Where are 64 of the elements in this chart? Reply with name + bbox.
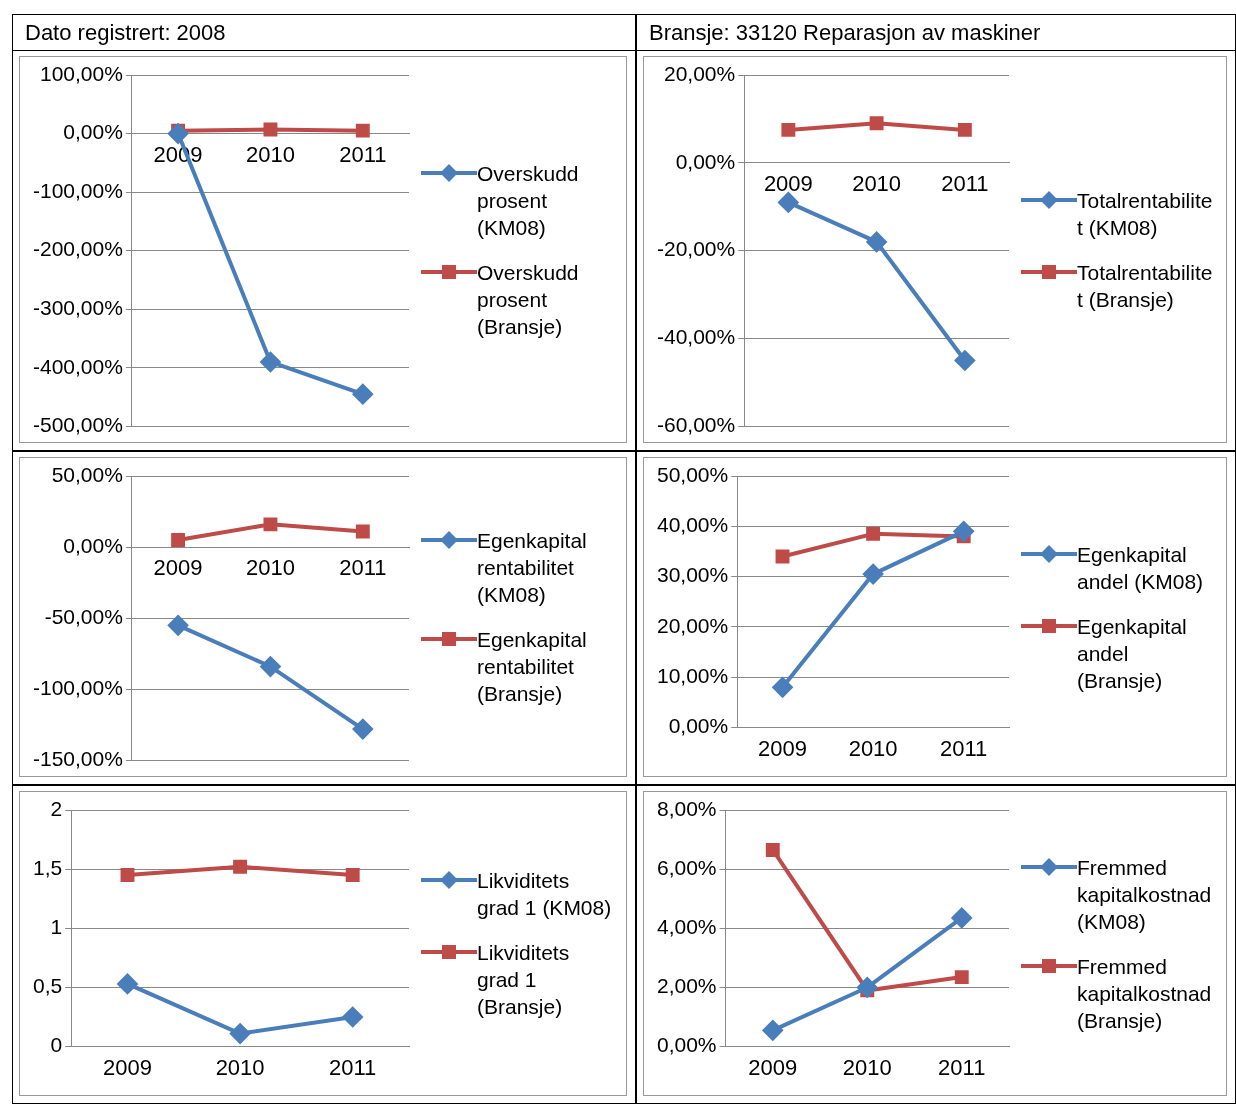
y-tick-label: 10,00% xyxy=(656,664,729,688)
legend-label: Egenkapital andel (KM08) xyxy=(1077,541,1205,595)
y-tick-label: -400,00% xyxy=(32,354,123,378)
legend-label: Egenkapital rentabilitet (KM08) xyxy=(477,528,588,608)
legend-label: Egenkapital rentabilitet (Bransje) xyxy=(477,627,588,707)
y-tick-label: 0,00% xyxy=(668,714,729,738)
y-tick-label: 100,00% xyxy=(39,61,123,85)
y-tick-label: 0 xyxy=(50,1033,63,1057)
y-tick-label: 30,00% xyxy=(656,563,729,587)
x-tick-label: 2009 xyxy=(763,171,813,197)
y-tick-label: 0,00% xyxy=(657,1033,717,1057)
y-tick-label: -60,00% xyxy=(657,413,736,437)
y-tick-label: 1,5 xyxy=(32,855,63,879)
x-tick-label: 2011 xyxy=(329,1054,377,1080)
chart-title: Bransje: 33120 Reparasjon av maskiner xyxy=(637,15,1235,51)
x-tick-label: 2010 xyxy=(842,1054,892,1080)
y-tick-label: -200,00% xyxy=(32,237,123,261)
x-tick-label: 2009 xyxy=(748,1054,798,1080)
y-tick-label: 0,5 xyxy=(32,974,63,998)
y-tick-label: 20,00% xyxy=(656,613,729,637)
x-tick-label: 2011 xyxy=(941,171,989,197)
legend-label: Overskudd prosent (Bransje) xyxy=(477,259,580,340)
x-tick-label: 2010 xyxy=(848,735,898,761)
legend-label: Overskudd prosent (KM08) xyxy=(477,160,580,241)
y-tick-label: 50,00% xyxy=(656,462,729,486)
y-tick-label: -50,00% xyxy=(44,605,123,628)
y-tick-label: -100,00% xyxy=(32,178,123,202)
y-tick-label: 50,00% xyxy=(51,462,123,486)
x-tick-label: 2011 xyxy=(940,735,988,761)
y-tick-label: 0,00% xyxy=(675,149,736,173)
x-tick-label: 2009 xyxy=(758,735,807,761)
y-tick-label: 0,00% xyxy=(63,120,123,144)
x-tick-label: 2011 xyxy=(938,1054,986,1080)
y-tick-label: -100,00% xyxy=(32,676,123,700)
y-tick-label: 4,00% xyxy=(657,915,717,939)
y-tick-label: 40,00% xyxy=(656,513,729,537)
y-tick-label: -300,00% xyxy=(32,296,123,320)
y-tick-label: 2 xyxy=(50,796,63,820)
x-tick-label: 2010 xyxy=(245,141,295,167)
legend-label: Fremmed kapitalkostnad (KM08) xyxy=(1077,854,1213,935)
y-tick-label: 6,00% xyxy=(657,855,717,879)
x-tick-label: 2011 xyxy=(339,141,387,167)
y-tick-label: 8,00% xyxy=(657,796,717,820)
y-tick-label: 20,00% xyxy=(663,61,736,85)
legend-label: Likviditets grad 1 (Bransje) xyxy=(477,940,571,1020)
y-tick-label: -40,00% xyxy=(657,325,736,349)
y-tick-label: 1 xyxy=(50,915,63,939)
legend-label: Totalrentabilitet (Bransje) xyxy=(1077,259,1214,313)
y-tick-label: -150,00% xyxy=(32,747,123,771)
x-tick-label: 2010 xyxy=(852,171,902,197)
legend-label: Totalrentabilitet (KM08) xyxy=(1077,187,1214,241)
x-tick-label: 2011 xyxy=(339,555,387,581)
chart-title: Dato registrert: 2008 xyxy=(13,15,635,51)
y-tick-label: 2,00% xyxy=(657,974,717,998)
x-tick-label: 2010 xyxy=(215,1054,265,1080)
legend-label: Fremmed kapitalkostnad (Bransje) xyxy=(1077,953,1213,1034)
y-tick-label: -20,00% xyxy=(657,237,736,261)
y-tick-label: -500,00% xyxy=(32,413,123,437)
x-tick-label: 2009 xyxy=(103,1054,152,1080)
legend-label: Likviditets grad 1 (KM08) xyxy=(477,868,613,921)
y-tick-label: 0,00% xyxy=(63,533,123,557)
x-tick-label: 2010 xyxy=(245,555,295,581)
x-tick-label: 2009 xyxy=(153,555,203,581)
legend-label: Egenkapital andel (Bransje) xyxy=(1077,613,1188,694)
